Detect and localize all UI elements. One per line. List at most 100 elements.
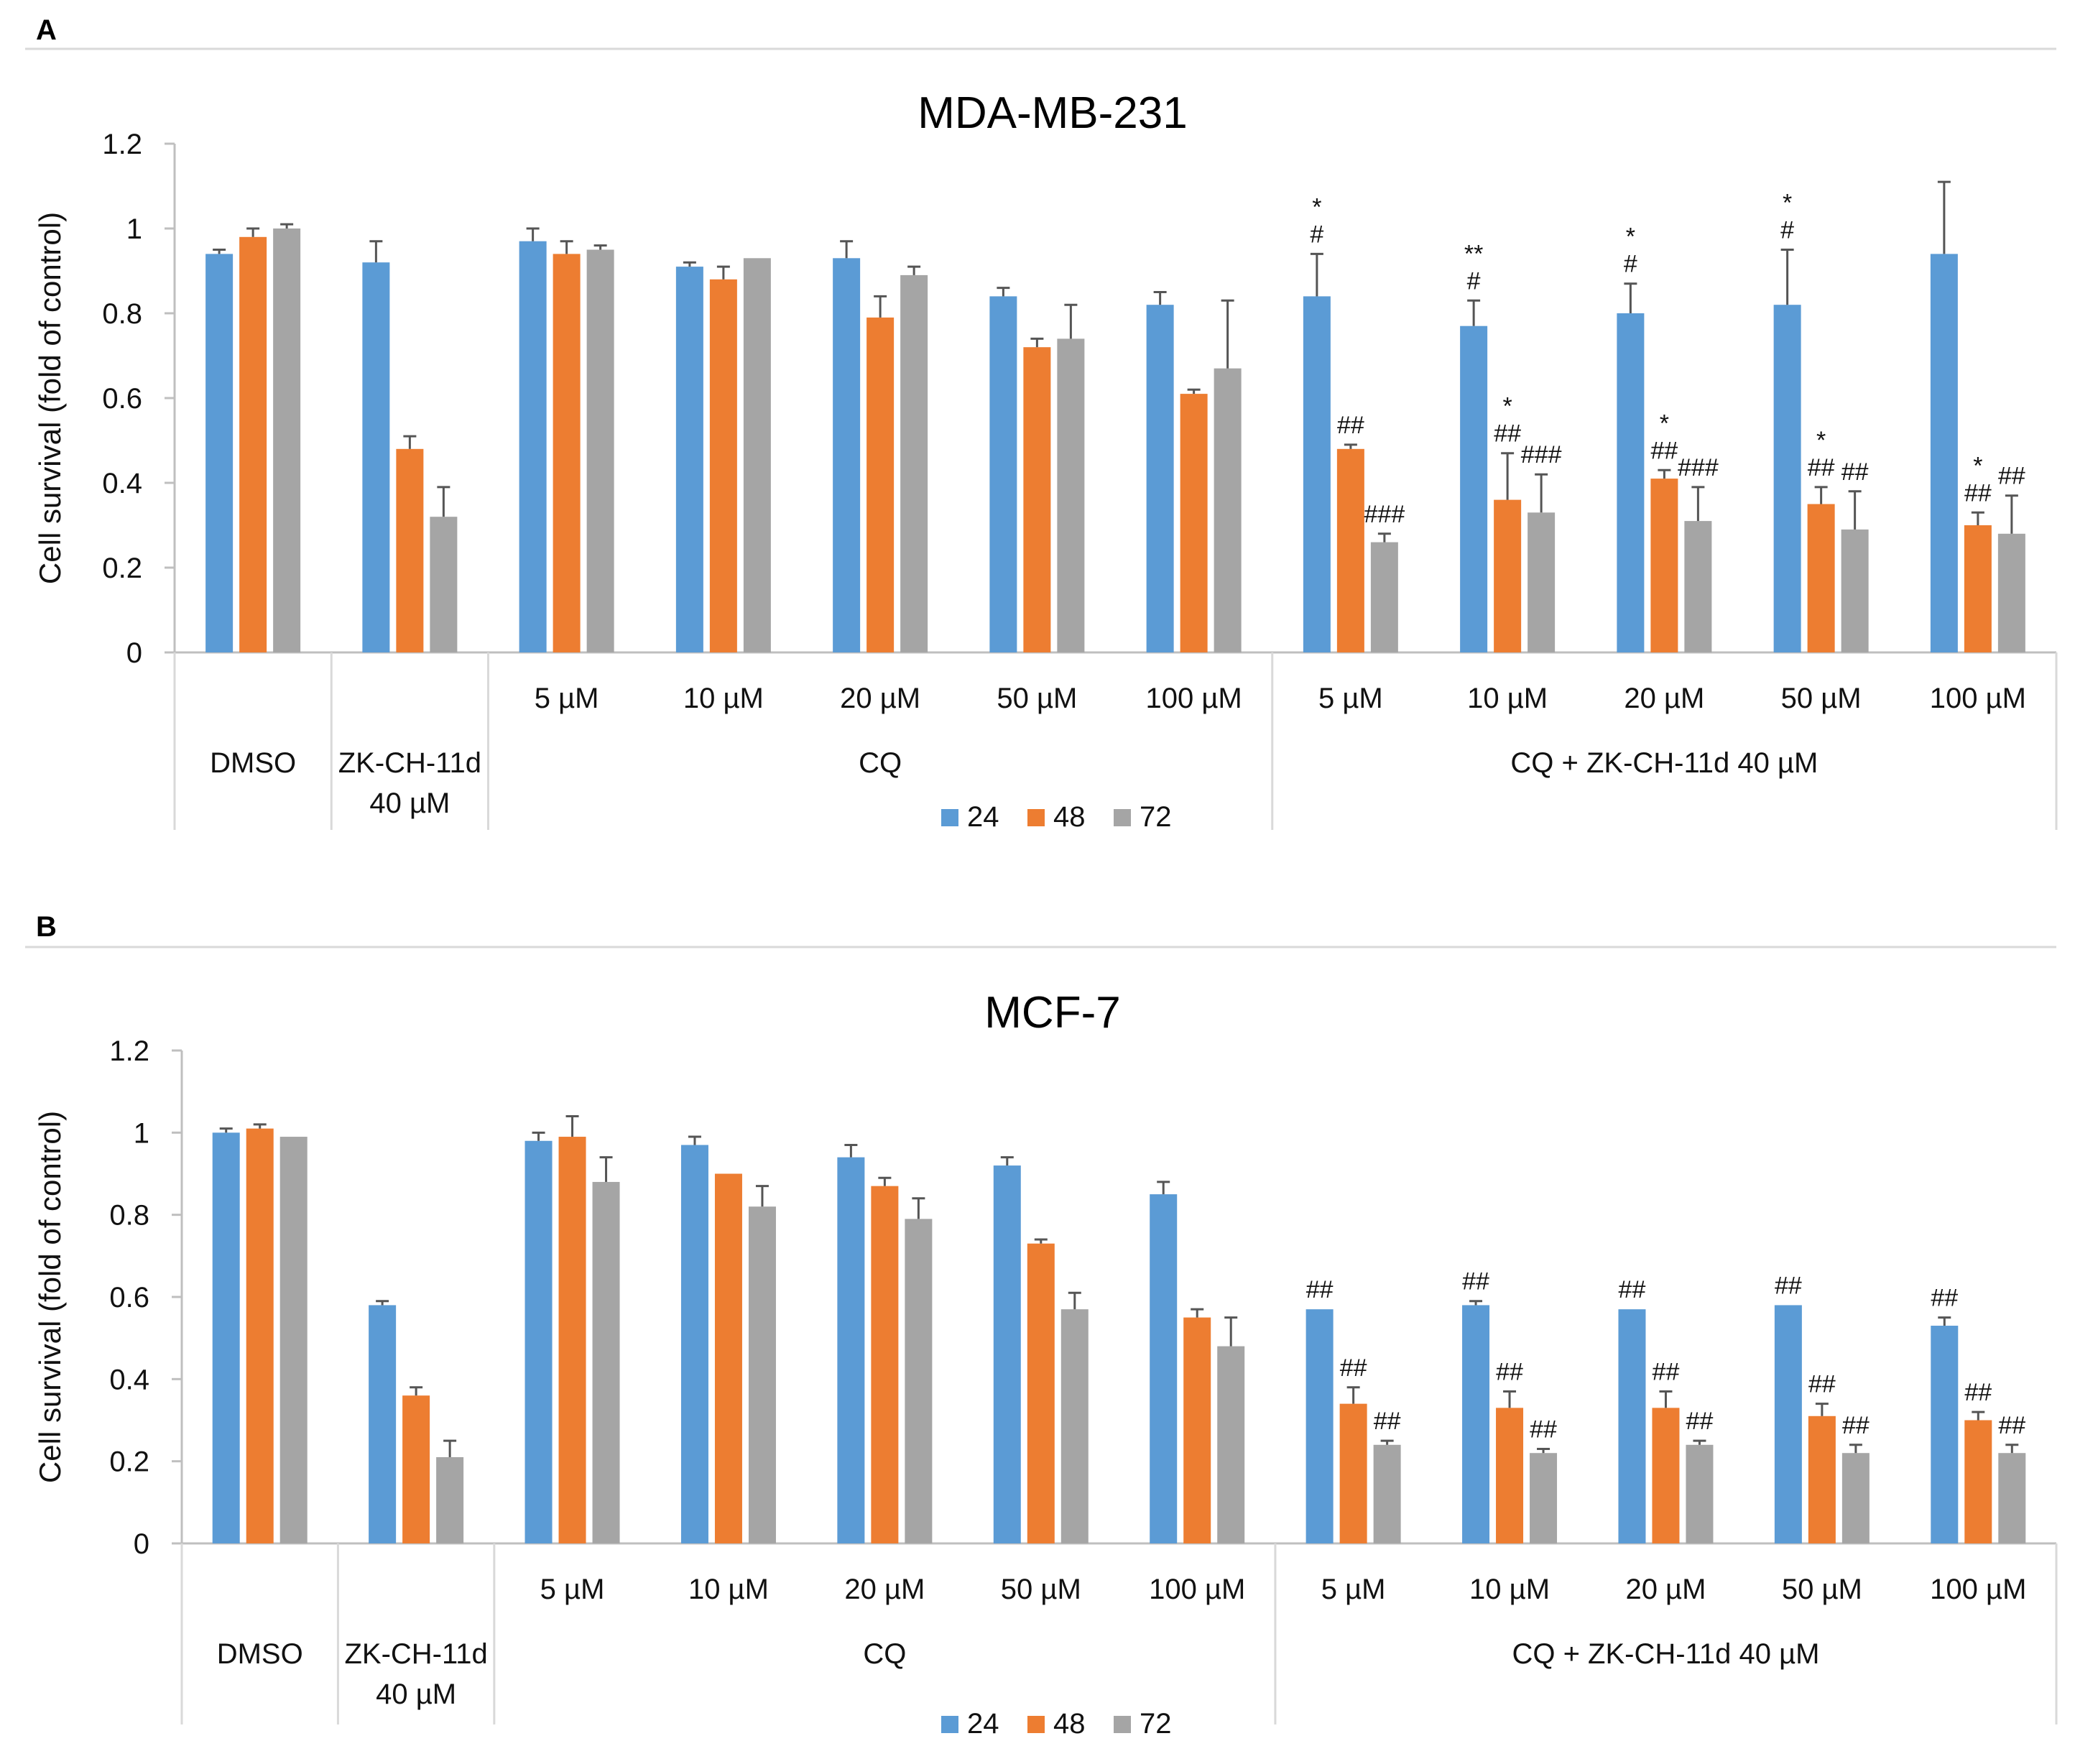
bar-24h bbox=[993, 1165, 1021, 1543]
bar-72h bbox=[273, 228, 301, 652]
significance-mark: * bbox=[1626, 223, 1635, 251]
bar-24h bbox=[205, 254, 234, 652]
bar-24h bbox=[1773, 305, 1801, 652]
legend-swatch-24 bbox=[941, 1716, 958, 1733]
legend-label: 72 bbox=[1140, 801, 1172, 833]
x-group-label-line: 40 µM bbox=[376, 1678, 456, 1710]
x-sublabel: 5 µM bbox=[1321, 1574, 1386, 1605]
x-sublabel: 20 µM bbox=[1624, 683, 1704, 714]
y-tick-label: 0.6 bbox=[102, 383, 142, 415]
bar-48h bbox=[1180, 394, 1208, 652]
x-group-label: ZK-CH-11d 40 µM bbox=[338, 747, 481, 819]
y-tick-label: 1 bbox=[126, 213, 142, 245]
x-sublabel: 100 µM bbox=[1149, 1574, 1245, 1605]
significance-mark: ## bbox=[1650, 437, 1678, 464]
legend-label: 24 bbox=[967, 1708, 999, 1740]
y-tick-label: 0.2 bbox=[102, 553, 142, 584]
bar-72h bbox=[1997, 533, 2025, 652]
significance-mark: ## bbox=[1964, 1379, 1992, 1406]
bar-24h bbox=[1930, 254, 1958, 652]
bar-24h bbox=[1618, 1309, 1646, 1543]
bar-72h bbox=[436, 1456, 464, 1543]
y-tick-label: 0.4 bbox=[102, 468, 142, 499]
x-sublabel: 50 µM bbox=[1781, 683, 1862, 714]
bar-48h bbox=[1339, 1403, 1367, 1543]
bar-72h bbox=[900, 274, 928, 652]
bar-24h bbox=[1617, 313, 1645, 652]
bar-24h bbox=[1462, 1305, 1490, 1543]
bar-24h bbox=[1774, 1305, 1802, 1543]
x-group-label-line: ZK-CH-11d bbox=[344, 1638, 487, 1670]
significance-mark: # bbox=[1624, 251, 1637, 278]
bar-48h bbox=[1336, 448, 1364, 652]
x-group-label-line: 40 µM bbox=[369, 788, 450, 819]
chart-title: MDA-MB-231 bbox=[918, 88, 1188, 138]
significance-mark: ## bbox=[1841, 458, 1869, 486]
y-tick-label: 0.6 bbox=[109, 1282, 149, 1313]
legend-label: 48 bbox=[1053, 1708, 1086, 1740]
x-sublabel: 20 µM bbox=[1625, 1574, 1706, 1605]
x-sublabel: 5 µM bbox=[535, 683, 599, 714]
legend-label: 24 bbox=[967, 801, 999, 833]
y-tick-label: 0 bbox=[126, 637, 142, 669]
x-group-label: CQ bbox=[863, 1638, 906, 1670]
bar-48h bbox=[1808, 1416, 1836, 1543]
significance-mark: ## bbox=[1998, 463, 2025, 490]
bar-48h bbox=[1964, 525, 1992, 652]
significance-mark: ## bbox=[1808, 1371, 1836, 1398]
x-group-label-line: CQ + ZK-CH-11d 40 µM bbox=[1512, 1638, 1819, 1670]
y-tick-label: 1.2 bbox=[109, 1035, 149, 1067]
x-sublabel: 100 µM bbox=[1930, 683, 2026, 714]
x-group-label-line: DMSO bbox=[210, 747, 296, 779]
bar-72h bbox=[1528, 512, 1556, 652]
bar-48h bbox=[1496, 1408, 1524, 1543]
bar-72h bbox=[430, 517, 458, 652]
bar-48h bbox=[1652, 1408, 1680, 1543]
bar-48h bbox=[558, 1137, 586, 1543]
bar-24h bbox=[680, 1145, 708, 1543]
significance-mark: ## bbox=[1964, 479, 1992, 507]
y-tick-label: 0.8 bbox=[109, 1200, 149, 1232]
bar-24h bbox=[519, 241, 547, 652]
x-group-label-line: ZK-CH-11d bbox=[338, 747, 481, 779]
significance-mark: ## bbox=[1775, 1272, 1802, 1299]
y-tick-label: 1 bbox=[134, 1117, 149, 1149]
x-sublabel: 10 µM bbox=[1469, 1574, 1550, 1605]
significance-mark: * bbox=[1503, 393, 1512, 420]
y-tick-label: 0.4 bbox=[109, 1364, 149, 1395]
bar-48h bbox=[714, 1173, 742, 1543]
bar-48h bbox=[396, 448, 424, 652]
bar-48h bbox=[1650, 479, 1678, 652]
significance-mark: ## bbox=[1998, 1412, 2025, 1439]
bar-24h bbox=[1460, 325, 1488, 652]
x-group-label-line: CQ + ZK-CH-11d 40 µM bbox=[1510, 747, 1818, 779]
bar-72h bbox=[1684, 521, 1712, 652]
significance-mark: ## bbox=[1374, 1408, 1401, 1435]
bar-48h bbox=[709, 279, 737, 652]
significance-mark: ## bbox=[1686, 1408, 1714, 1435]
significance-mark: ## bbox=[1530, 1416, 1557, 1444]
bar-24h bbox=[212, 1132, 240, 1543]
bar-24h bbox=[989, 296, 1017, 652]
x-sublabel: 10 µM bbox=[1467, 683, 1548, 714]
bar-48h bbox=[1183, 1317, 1211, 1543]
bar-48h bbox=[246, 1128, 274, 1543]
bar-48h bbox=[1964, 1420, 1992, 1543]
significance-mark: # bbox=[1780, 217, 1794, 244]
bar-24h bbox=[362, 262, 390, 652]
bar-72h bbox=[1530, 1453, 1558, 1543]
significance-mark: * bbox=[1816, 427, 1826, 454]
bar-72h bbox=[1998, 1453, 2026, 1543]
x-sublabel: 20 µM bbox=[844, 1574, 925, 1605]
significance-mark: ## bbox=[1496, 1358, 1523, 1385]
bar-24h bbox=[369, 1305, 397, 1543]
bar-48h bbox=[402, 1395, 430, 1543]
bar-48h bbox=[871, 1186, 899, 1543]
y-tick-label: 0.2 bbox=[109, 1446, 149, 1478]
x-sublabel: 50 µM bbox=[997, 683, 1077, 714]
chart-panel-a: A MDA-MB-231 0 0.2 0.4 0.6 0.8 1 1.2 Cell surviva… bbox=[25, 14, 2058, 833]
bar-48h bbox=[1494, 499, 1522, 652]
bar-48h bbox=[239, 236, 267, 652]
bar-72h bbox=[1841, 1453, 1870, 1543]
